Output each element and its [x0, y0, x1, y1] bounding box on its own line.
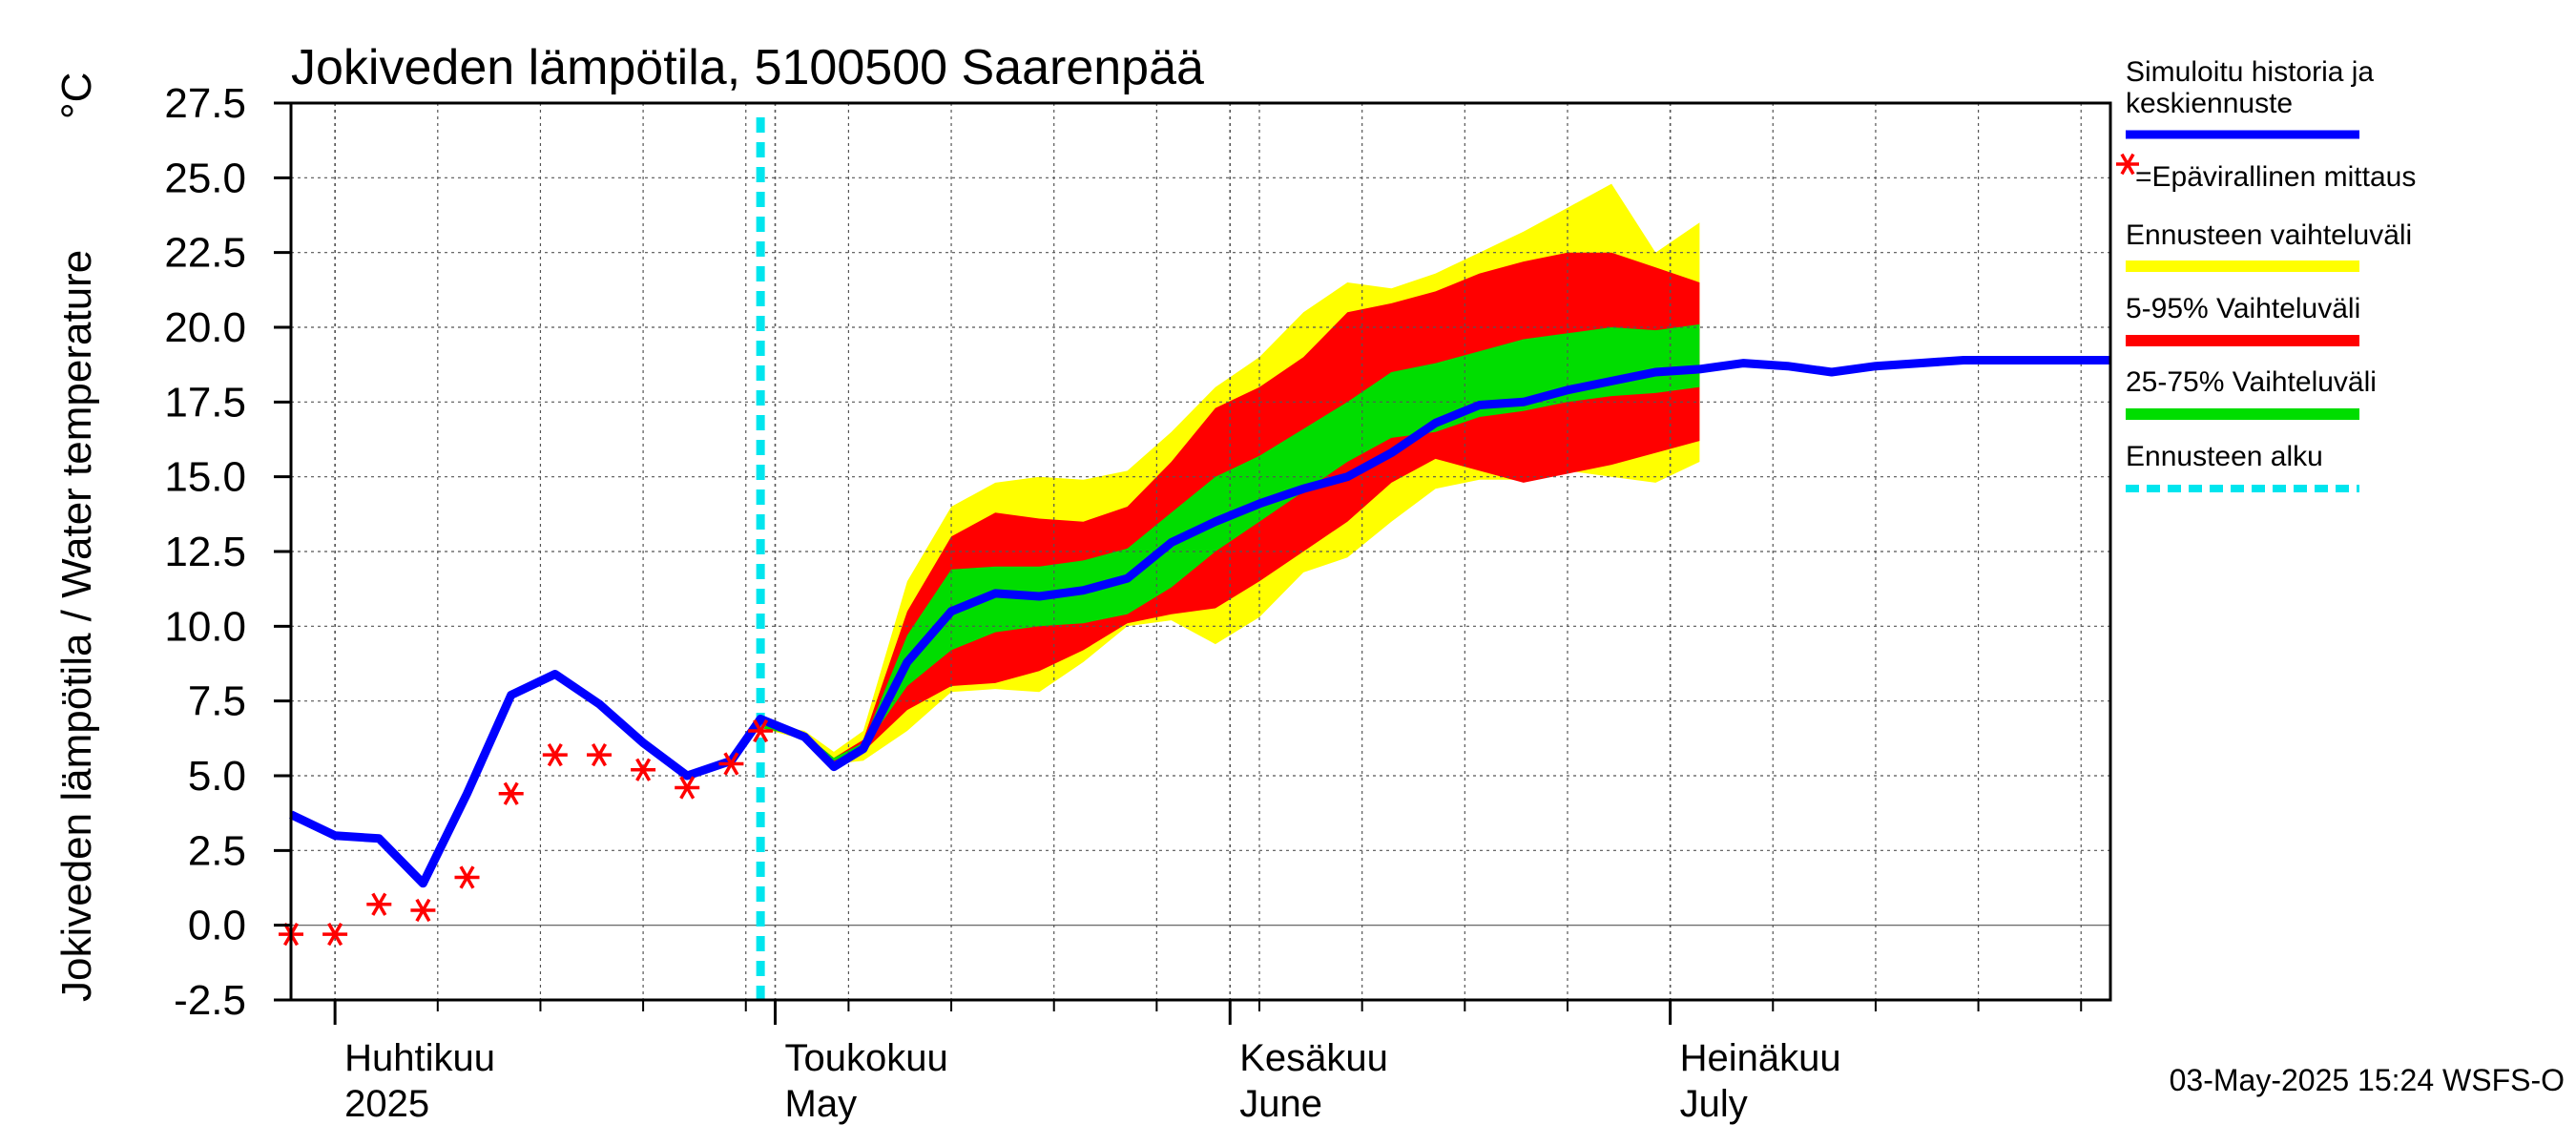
- measurement-point: [366, 892, 392, 916]
- y-tick-label: 15.0: [164, 454, 246, 501]
- y-tick-label: 22.5: [164, 230, 246, 277]
- measurement-point: [454, 865, 480, 889]
- legend-label-mean: Simuloitu historia ja: [2126, 56, 2374, 88]
- x-axis-ticks: [333, 1000, 2083, 1025]
- measurement-point: [718, 752, 744, 776]
- legend-label-forecast-start: Ennusteen alku: [2126, 441, 2323, 472]
- measurement-point: [542, 742, 568, 767]
- y-axis-ticks: -2.5 0.0 2.5 5.0 7.5 10.0 12.5 15.0 17.5 20.0 22.5…: [164, 80, 291, 1024]
- measurement-point: [587, 742, 612, 767]
- y-axis-unit: °C: [53, 73, 100, 119]
- grid-lines: [291, 102, 2110, 1001]
- y-tick-label: 17.5: [164, 379, 246, 426]
- y-tick-label: 12.5: [164, 529, 246, 575]
- month-label-en: July: [1680, 1083, 1748, 1125]
- legend-label-5-95: 5-95% Vaihteluväli: [2126, 293, 2360, 324]
- measurement-point: [322, 922, 348, 947]
- timestamp-footer: 03-May-2025 15:24 WSFS-O: [2170, 1063, 2565, 1097]
- legend-label-range: Ennusteen vaihteluväli: [2126, 219, 2412, 251]
- legend-swatch-measurement: [2116, 153, 2139, 176]
- y-tick-label: 0.0: [188, 903, 246, 949]
- y-tick-label: 25.0: [164, 155, 246, 201]
- y-tick-label: 5.0: [188, 753, 246, 800]
- measurement-point: [631, 758, 656, 781]
- forecast-bands: [760, 183, 1700, 764]
- y-axis-label: Jokiveden lämpötila / Water temperature: [53, 250, 100, 1002]
- chart-title: Jokiveden lämpötila, 5100500 Saarenpää: [291, 40, 1204, 95]
- mean-series-line: [289, 356, 2110, 888]
- y-tick-label: 27.5: [164, 80, 246, 127]
- month-label-fi: Kesäkuu: [1239, 1037, 1388, 1079]
- month-label-fi: Huhtikuu: [344, 1037, 495, 1079]
- y-tick-label: 20.0: [164, 304, 246, 351]
- measurement-point: [748, 718, 774, 743]
- y-tick-label: -2.5: [174, 977, 246, 1024]
- month-label-en: 2025: [344, 1083, 429, 1125]
- band-25-75-vaihteluv-li: [760, 323, 1700, 761]
- measurement-point: [498, 781, 524, 805]
- measurement-point: [410, 898, 436, 923]
- legend-label-mean-2: keskiennuste: [2126, 88, 2293, 119]
- mean-forecast-line: [289, 356, 2110, 888]
- y-tick-label: 10.0: [164, 603, 246, 650]
- y-tick-label: 7.5: [188, 678, 246, 725]
- y-tick-label: 2.5: [188, 827, 246, 874]
- month-label-fi: Toukokuu: [785, 1037, 948, 1079]
- month-label-en: May: [785, 1083, 858, 1125]
- measurement-point: [675, 776, 700, 800]
- month-label-fi: Heinäkuu: [1680, 1037, 1841, 1079]
- legend-label-measurement: =Epävirallinen mittaus: [2135, 161, 2416, 193]
- month-label-en: June: [1239, 1083, 1322, 1125]
- legend-label-25-75: 25-75% Vaihteluväli: [2126, 366, 2377, 398]
